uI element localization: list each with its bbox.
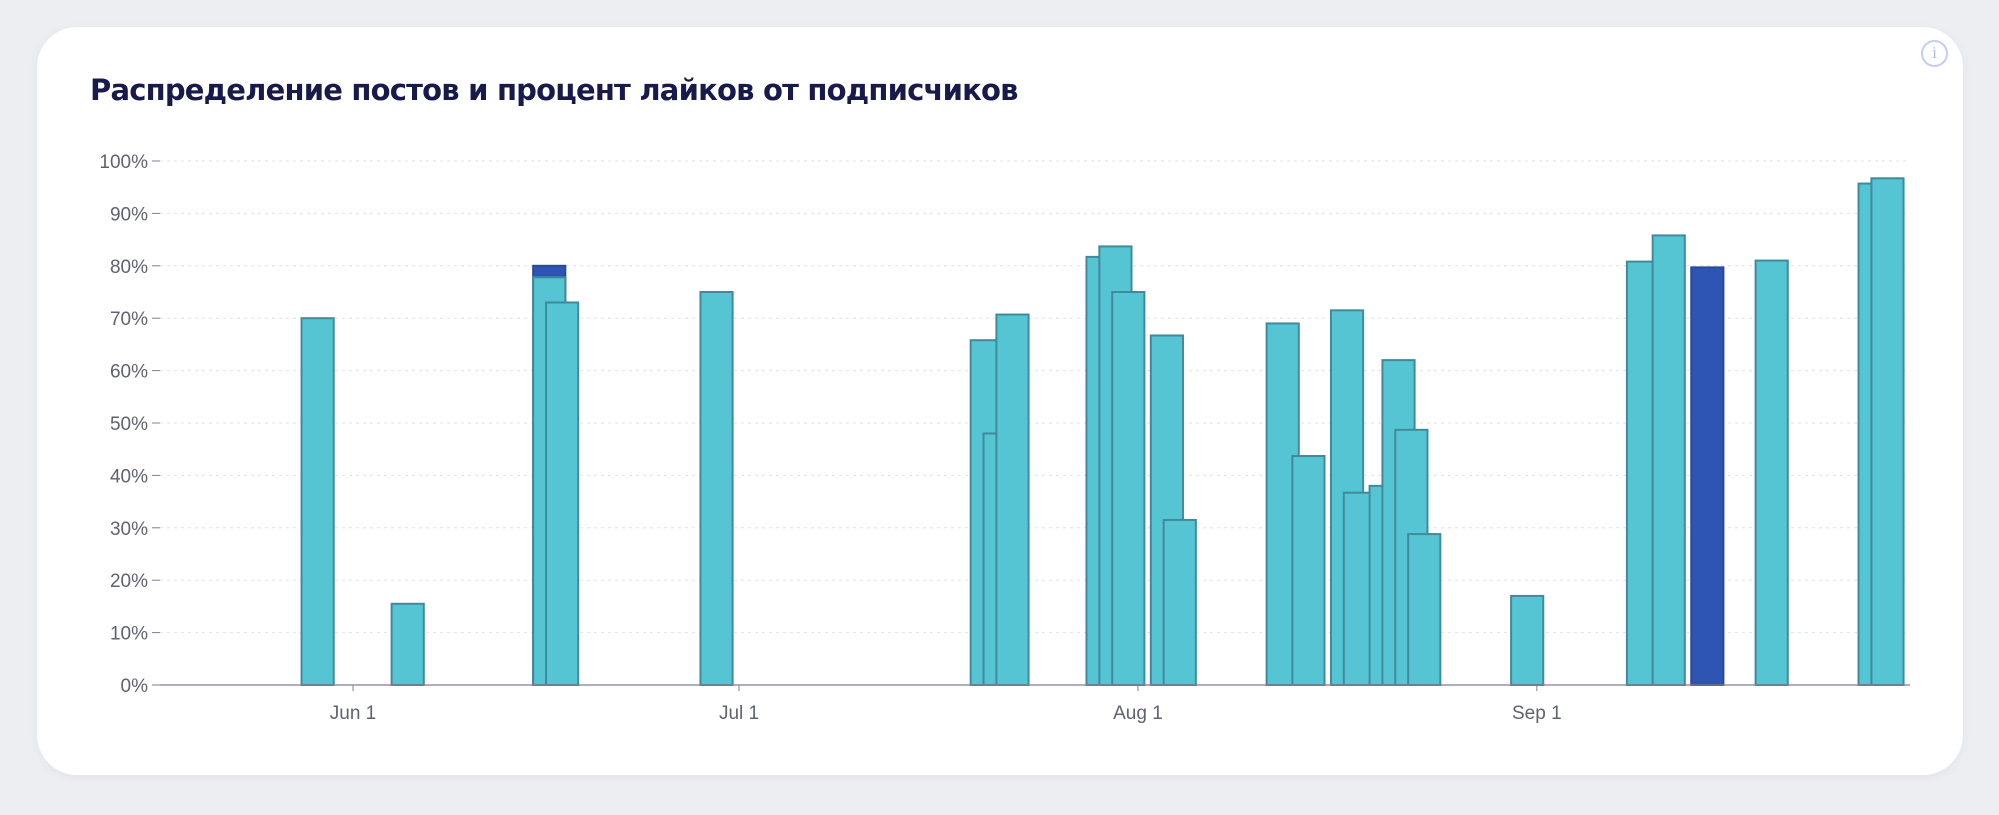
bar[interactable] xyxy=(1754,259,1789,686)
bar[interactable] xyxy=(390,602,425,687)
y-tick-label: 60% xyxy=(110,362,148,383)
y-tick-label: 30% xyxy=(110,519,148,540)
grid-lines xyxy=(160,160,1910,634)
bar[interactable] xyxy=(300,317,335,686)
bar[interactable] xyxy=(1111,291,1146,686)
bar[interactable] xyxy=(1510,594,1545,686)
chart-title: Распределение постов и процент лайков от… xyxy=(90,73,1019,107)
y-tick-label: 10% xyxy=(110,624,148,645)
bars xyxy=(300,177,1905,687)
x-tick-label: Aug 1 xyxy=(1113,703,1163,724)
y-tick-label: 80% xyxy=(110,257,148,278)
info-icon[interactable]: i xyxy=(1921,40,1948,67)
y-tick-label: 50% xyxy=(110,414,148,435)
bar[interactable] xyxy=(1162,518,1197,686)
y-tick-label: 40% xyxy=(110,466,148,487)
x-tick-label: Sep 1 xyxy=(1512,703,1562,724)
x-axis-ticks: Jun 1 Jul 1 Aug 1 Sep 1 xyxy=(330,685,1562,724)
bar[interactable] xyxy=(1291,455,1326,686)
y-tick-label: 90% xyxy=(110,204,148,225)
y-tick-label: 0% xyxy=(121,676,149,697)
bar[interactable] xyxy=(1870,177,1905,687)
bar[interactable] xyxy=(995,313,1030,686)
y-tick-label: 100% xyxy=(99,152,148,173)
y-axis-ticks: 0% 10% 20% 30% 40% 50% 60% 70% 80% 90% 100% xyxy=(99,152,160,697)
x-tick-label: Jun 1 xyxy=(330,703,376,724)
bar[interactable] xyxy=(545,301,580,686)
y-tick-label: 20% xyxy=(110,571,148,592)
y-tick-label: 70% xyxy=(110,309,148,330)
bar[interactable] xyxy=(1651,234,1686,687)
bar[interactable] xyxy=(1407,533,1442,687)
bar-highlighted[interactable] xyxy=(1690,266,1725,686)
x-tick-label: Jul 1 xyxy=(719,703,759,724)
bar[interactable] xyxy=(699,291,734,686)
